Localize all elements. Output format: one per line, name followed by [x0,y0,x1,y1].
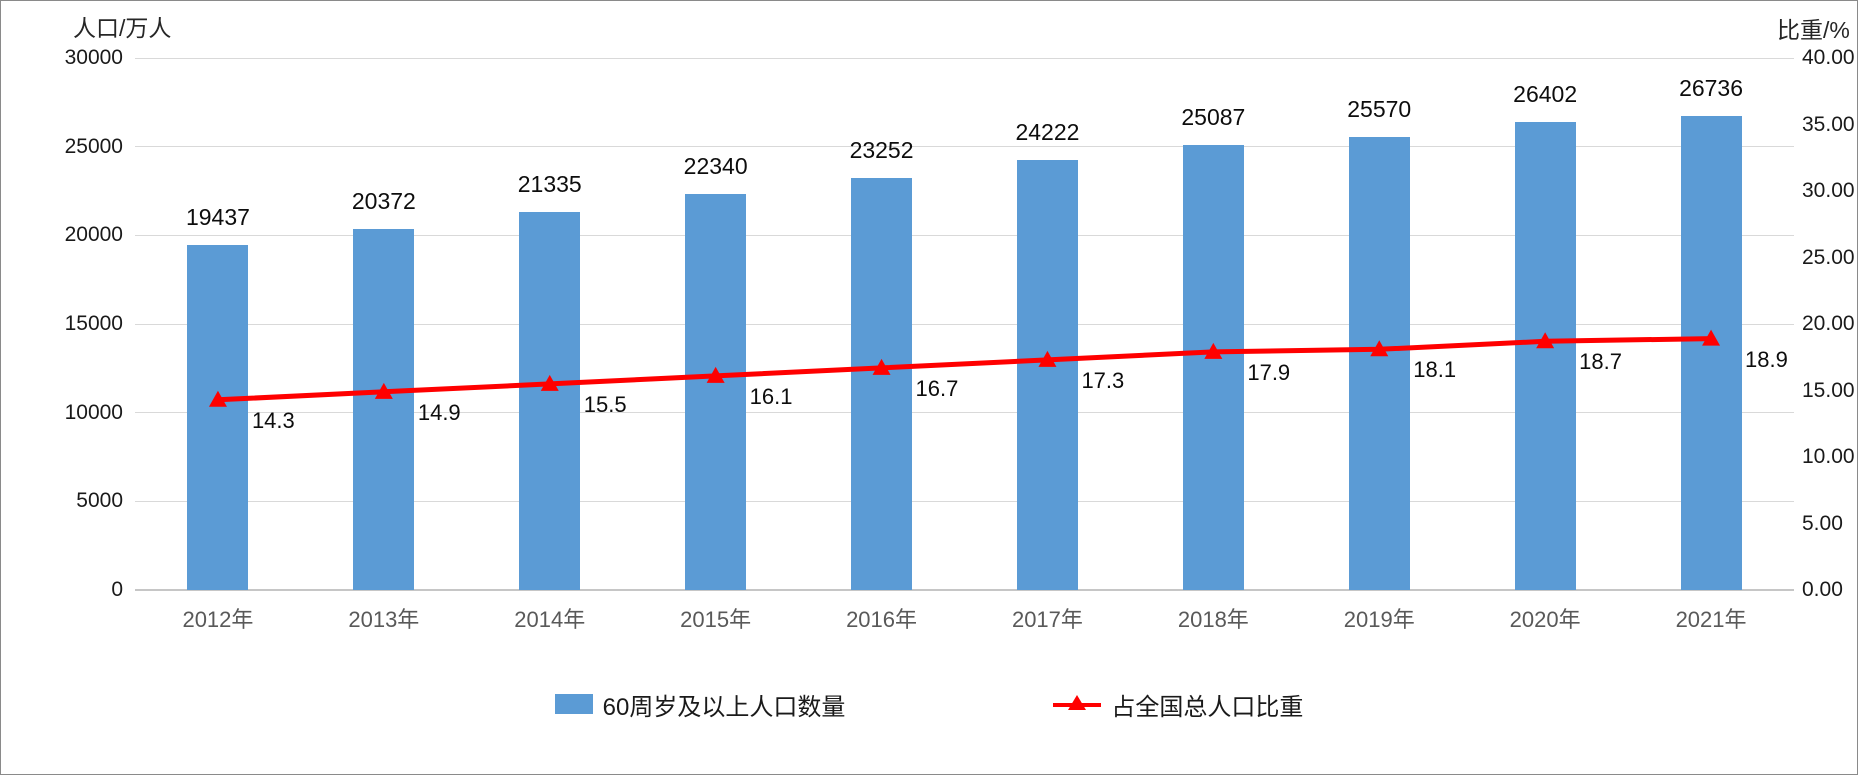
bar-value-label: 20372 [351,187,416,214]
bar-value-label: 24222 [1015,119,1080,146]
right-axis-tick-label: 35.00 [1802,112,1855,136]
line-value-label: 18.9 [1745,346,1788,372]
bar-2012年 [187,245,249,590]
x-axis-tick-label: 2021年 [1675,607,1747,632]
line-value-label: 16.7 [915,375,959,401]
bar-value-label: 25087 [1181,104,1246,131]
legend-item-line-series: 占全国总人口比重 [1053,687,1303,722]
x-axis-tick-label: 2015年 [680,607,752,632]
line-marker-triangle-icon [1038,350,1057,367]
line-series-path [217,336,1712,403]
line-marker-triangle-icon [1536,332,1555,349]
bar-2015年 [685,193,747,590]
right-axis-tick-label: 10.00 [1802,445,1855,468]
line-marker-triangle-icon [1370,340,1389,357]
legend-bar-series-label: 60周岁及以上人口数量 [602,693,846,721]
right-axis-tick-label: 30.00 [1802,179,1855,202]
line-marker-triangle-icon [208,390,227,407]
bar-value-label: 19437 [185,204,250,231]
line-marker-triangle-icon [1204,342,1223,359]
left-axis-tick-label: 25000 [64,134,123,158]
bar-value-label: 23252 [849,136,914,163]
x-axis-tick-label: 2012年 [182,607,254,632]
left-axis-tick-label: 5000 [76,489,123,513]
line-value-label: 17.9 [1247,359,1291,385]
bar-value-label: 22340 [683,152,748,179]
gridline [135,500,1794,502]
bar-value-label: 26736 [1679,74,1744,101]
right-axis-tick-label: 40.00 [1802,46,1855,69]
line-marker-triangle-icon [540,374,559,391]
line-value-label: 16.1 [749,383,793,409]
right-axis-tick-label: 0.00 [1802,578,1843,601]
left-axis-tick-label: 20000 [64,223,123,247]
gridline [135,589,1794,591]
legend-line-series-label: 占全国总人口比重 [1111,693,1304,721]
legend: 60周岁及以上人口数量 占全国总人口比重 [1,687,1857,721]
x-axis-tick-label: 2016年 [846,607,918,632]
bar-2021年 [1680,115,1742,590]
right-axis-tick-label: 20.00 [1802,312,1855,335]
x-axis-tick-label: 2014年 [514,607,586,632]
bar-2020年 [1514,121,1576,590]
plot-area [135,57,1794,591]
gridline [135,412,1794,414]
gridline [135,57,1794,59]
bar-2016年 [851,177,913,590]
bar-value-label: 21335 [517,170,582,197]
line-value-label: 18.7 [1579,349,1622,375]
right-axis-tick-label: 5.00 [1802,511,1843,535]
gridline [135,323,1794,325]
right-axis-title: 比重/% [1777,17,1850,43]
bar-2017年 [1016,160,1078,590]
line-marker-triangle-icon [872,358,891,375]
x-axis-tick-label: 2018年 [1177,607,1249,632]
line-value-label: 15.5 [583,391,627,417]
left-axis-tick-label: 10000 [64,400,123,424]
line-series-svg [208,329,1721,407]
left-axis-title: 人口/万人 [73,15,172,41]
left-axis-tick-label: 30000 [64,46,123,69]
bar-2019年 [1348,136,1410,590]
line-marker-triangle-icon [1702,329,1721,346]
right-axis-tick-label: 15.00 [1802,378,1855,402]
bar-2014年 [519,211,581,590]
gridline [135,234,1794,236]
gridline [135,146,1794,148]
legend-item-bar-series: 60周岁及以上人口数量 [554,687,846,722]
x-axis-tick-label: 2019年 [1343,607,1415,632]
x-axis-tick-label: 2017年 [1011,607,1083,632]
x-axis-tick-label: 2020年 [1509,607,1581,632]
line-value-label: 14.9 [417,399,461,425]
line-marker-triangle-icon [374,382,393,399]
bar-value-label: 26402 [1513,80,1578,107]
line-value-label: 18.1 [1413,357,1457,383]
line-series-marker-icon [1053,694,1102,714]
line-value-label: 17.3 [1081,367,1125,393]
line-value-label: 14.3 [251,407,295,433]
left-axis-tick-label: 0 [111,578,123,601]
left-axis-tick-label: 15000 [64,312,123,335]
bar-2013年 [353,228,415,590]
right-axis-tick-label: 25.00 [1802,245,1855,269]
bar-value-label: 25570 [1347,95,1412,122]
bar-2018年 [1182,145,1244,590]
x-axis-tick-label: 2013年 [348,607,420,632]
line-marker-triangle-icon [706,366,725,383]
bar-series-swatch-icon [554,694,593,714]
